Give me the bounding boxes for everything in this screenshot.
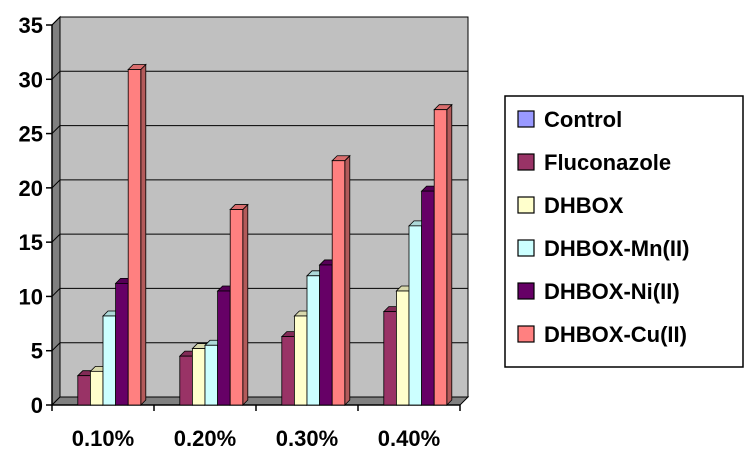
bar xyxy=(331,154,351,406)
x-axis: 0.10% 0.20% 0.30% 0.40% xyxy=(51,404,461,451)
bar xyxy=(433,103,453,406)
legend-label: DHBOX-Ni(II) xyxy=(544,279,680,304)
gridline xyxy=(51,125,468,134)
y-tick-label: 0 xyxy=(31,393,43,418)
category-label: 0.20% xyxy=(174,426,236,451)
category-label: 0.10% xyxy=(72,426,134,451)
legend-label: DHBOX-Mn(II) xyxy=(544,236,689,261)
legend-label: Fluconazole xyxy=(544,150,671,175)
legend-swatch xyxy=(517,282,535,300)
legend-swatch xyxy=(517,239,535,257)
category-label: 0.30% xyxy=(276,426,338,451)
legend-swatch xyxy=(517,110,535,128)
gridline xyxy=(51,16,468,26)
y-tick-label: 15 xyxy=(19,230,43,255)
legend-label: DHBOX xyxy=(544,193,624,218)
y-tick-label: 25 xyxy=(19,122,43,147)
legend-box xyxy=(504,95,744,368)
legend-swatch xyxy=(517,196,535,214)
bars xyxy=(76,63,453,406)
y-tick-label: 20 xyxy=(19,176,43,201)
y-tick-label: 5 xyxy=(31,339,43,364)
legend-label: Control xyxy=(544,107,622,132)
legend-label: DHBOX-Cu(II) xyxy=(544,322,687,347)
legend-swatch xyxy=(517,325,535,343)
bar xyxy=(229,203,249,406)
legend: Control Fluconazole DHBOX DHBOX-Mn(II) DHBOX… xyxy=(504,95,744,368)
y-tick-label: 35 xyxy=(19,13,43,38)
y-tick-label: 30 xyxy=(19,67,43,92)
category-label: 0.40% xyxy=(378,426,440,451)
y-axis: 0 5 10 15 20 25 30 35 xyxy=(19,13,53,418)
legend-swatch xyxy=(517,153,535,171)
y-tick-label: 10 xyxy=(19,284,43,309)
bar xyxy=(127,63,147,406)
gridline xyxy=(51,70,468,80)
